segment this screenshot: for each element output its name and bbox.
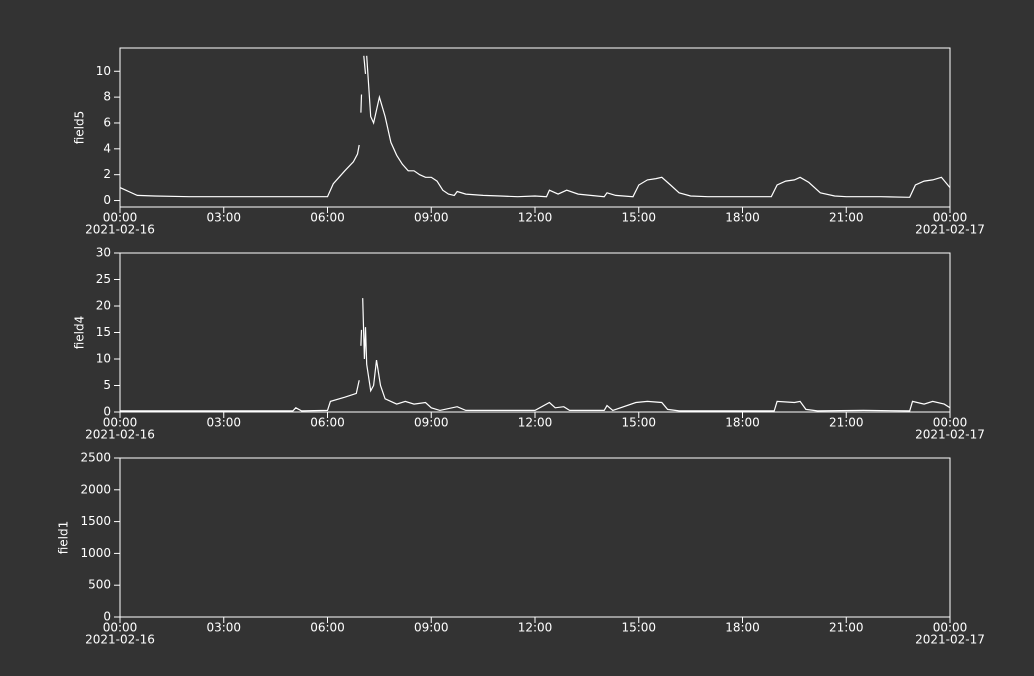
x-tick-label: 21:00	[829, 211, 864, 225]
x-tick-label: 06:00	[310, 416, 345, 430]
plot-frame	[119, 252, 951, 413]
x-tick-label: 12:00	[518, 621, 553, 635]
x-tick-label: 09:00	[414, 211, 449, 225]
y-tick-label: 25	[96, 272, 111, 286]
x-tick-label: 03:00	[206, 211, 241, 225]
plot-frame	[119, 47, 951, 208]
y-axis-label: field5	[73, 111, 87, 145]
y-tick-label: 6	[103, 115, 111, 129]
x-tick-label: 09:00	[414, 621, 449, 635]
y-tick-label: 2000	[80, 482, 111, 496]
y-tick-label: 0	[103, 405, 111, 419]
y-axis-label: field4	[73, 316, 87, 350]
y-tick-label: 0	[103, 610, 111, 624]
y-tick-label: 500	[88, 578, 111, 592]
x-tick-label: 15:00	[621, 416, 656, 430]
y-tick-label: 20	[96, 299, 111, 313]
x-tick-label: 00:00	[933, 416, 968, 430]
y-tick-label: 2	[103, 167, 111, 181]
x-tick-label: 18:00	[725, 416, 760, 430]
y-tick-label: 0	[103, 193, 111, 207]
x-tick-label: 18:00	[725, 621, 760, 635]
y-tick-label: 1500	[80, 514, 111, 528]
x-tick-label: 00:00	[103, 416, 138, 430]
y-tick-label: 1000	[80, 546, 111, 560]
x-tick-label: 00:00	[933, 211, 968, 225]
x-date-label: 2021-02-16	[85, 223, 155, 237]
data-line	[120, 298, 951, 412]
x-tick-label: 00:00	[103, 211, 138, 225]
x-date-label: 2021-02-17	[915, 633, 985, 647]
y-tick-label: 10	[96, 352, 111, 366]
x-tick-label: 06:00	[310, 621, 345, 635]
x-tick-label: 03:00	[206, 416, 241, 430]
x-tick-label: 09:00	[414, 416, 449, 430]
x-tick-label: 06:00	[310, 211, 345, 225]
x-date-label: 2021-02-17	[915, 223, 985, 237]
x-tick-label: 15:00	[621, 621, 656, 635]
x-tick-label: 12:00	[518, 416, 553, 430]
x-tick-label: 21:00	[829, 621, 864, 635]
x-tick-label: 21:00	[829, 416, 864, 430]
x-tick-label: 00:00	[103, 621, 138, 635]
y-tick-label: 8	[103, 90, 111, 104]
y-tick-label: 4	[103, 141, 111, 155]
y-tick-label: 15	[96, 325, 111, 339]
x-date-label: 2021-02-16	[85, 633, 155, 647]
y-tick-label: 2500	[80, 451, 111, 465]
x-tick-label: 15:00	[621, 211, 656, 225]
x-tick-label: 18:00	[725, 211, 760, 225]
x-date-label: 2021-02-17	[915, 428, 985, 442]
y-tick-label: 5	[103, 378, 111, 392]
x-tick-label: 12:00	[518, 211, 553, 225]
y-axis-label: field1	[57, 521, 71, 555]
plot-frame	[119, 457, 951, 618]
x-tick-label: 00:00	[933, 621, 968, 635]
x-tick-label: 03:00	[206, 621, 241, 635]
y-tick-label: 10	[96, 64, 111, 78]
x-date-label: 2021-02-16	[85, 428, 155, 442]
data-line	[119, 55, 951, 198]
y-tick-label: 30	[96, 246, 111, 260]
